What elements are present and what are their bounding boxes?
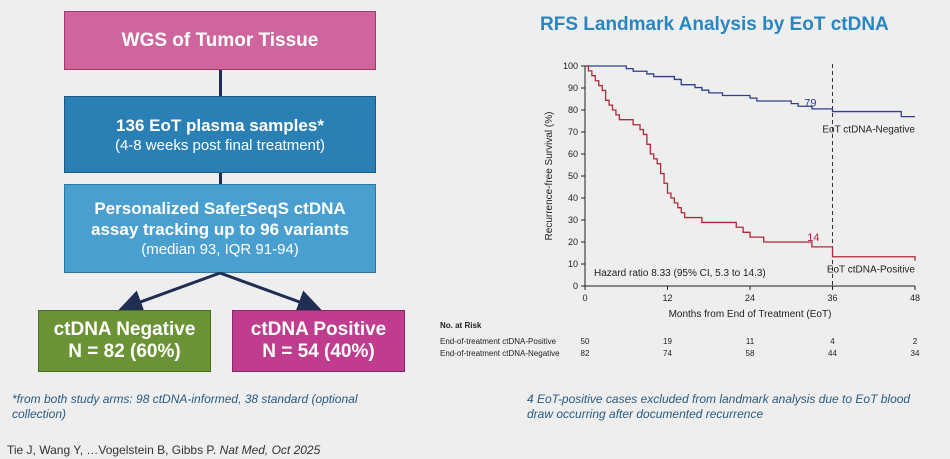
ctdna-positive-box: ctDNA Positive N = 54 (40%) [232, 310, 405, 372]
x-tick-label: 12 [662, 293, 672, 303]
x-tick-label: 0 [582, 293, 587, 303]
at-risk-value: 11 [746, 337, 755, 346]
series-name-negative: EoT ctDNA-Negative [822, 125, 915, 136]
ctdna-negative-count: N = 82 (60%) [68, 341, 181, 362]
y-tick-label: 0 [573, 281, 578, 291]
connector-line-top [219, 70, 222, 96]
plasma-samples-subtitle: (4-8 weeks post final treatment) [114, 136, 326, 154]
positive-landmark-value: 14 [807, 232, 819, 244]
assay-subtitle: (median 93, IQR 91-94) [141, 241, 299, 258]
y-tick-label: 70 [568, 127, 578, 137]
footnote-left: *from both study arms: 98 ctDNA-informed… [12, 392, 358, 421]
x-tick-label: 24 [745, 293, 755, 303]
y-axis-label: Recurrence-free Survival (%) [544, 112, 555, 241]
at-risk-value: 19 [663, 337, 672, 346]
y-tick-label: 90 [568, 83, 578, 93]
at-risk-header: No. at Risk [440, 321, 482, 330]
split-arrows [118, 272, 322, 314]
series-name-positive: EoT ctDNA-Positive [827, 265, 916, 276]
connector-line-mid [219, 173, 222, 184]
x-axis-label: Months from End of Treatment (EoT) [669, 309, 832, 320]
wgs-label: WGS of Tumor Tissue [121, 29, 319, 51]
y-tick-label: 80 [568, 105, 578, 115]
at-risk-value: 82 [581, 349, 590, 358]
at-risk-value: 74 [663, 349, 672, 358]
y-tick-label: 100 [563, 61, 578, 71]
at-risk-value: 58 [746, 349, 755, 358]
y-tick-label: 10 [568, 259, 578, 269]
at-risk-value: 44 [828, 349, 837, 358]
assay-box: Personalized SaferSeqS ctDNA assay track… [64, 184, 376, 273]
at-risk-value: 2 [913, 337, 918, 346]
y-tick-label: 60 [568, 149, 578, 159]
arrow-to-negative [118, 272, 221, 314]
y-tick-label: 50 [568, 171, 578, 181]
ctdna-negative-box: ctDNA Negative N = 82 (60%) [38, 310, 211, 372]
ctdna-negative-title: ctDNA Negative [53, 319, 196, 340]
assay-title-line1: Personalized SaferSeqS ctDNA [94, 199, 346, 218]
footnote-right: 4 EoT-positive cases excluded from landm… [527, 392, 911, 421]
plasma-samples-box: 136 EoT plasma samples* (4-8 weeks post … [64, 96, 376, 173]
assay-title-line2: assay tracking up to 96 variants [91, 220, 349, 239]
arrow-to-positive [219, 272, 322, 314]
hazard-ratio-annotation: Hazard ratio 8.33 (95% CI, 5.3 to 14.3) [594, 268, 766, 279]
at-risk-row-label: End-of-treatment ctDNA-Positive [440, 337, 557, 346]
plasma-samples-title: 136 EoT plasma samples* [116, 115, 324, 135]
at-risk-value: 34 [911, 349, 920, 358]
series-line-negative [585, 65, 915, 118]
series-line-positive [585, 65, 916, 261]
at-risk-row-label: End-of-treatment ctDNA-Negative [440, 349, 560, 358]
citation: Tie J, Wang Y, …Vogelstein B, Gibbs P. N… [7, 443, 321, 457]
ctdna-positive-count: N = 54 (40%) [262, 341, 375, 362]
at-risk-value: 4 [830, 337, 835, 346]
x-tick-label: 48 [910, 293, 920, 303]
x-tick-label: 36 [827, 293, 837, 303]
wgs-box: WGS of Tumor Tissue [64, 11, 376, 70]
y-tick-label: 40 [568, 193, 578, 203]
at-risk-value: 50 [581, 337, 590, 346]
negative-landmark-value: 79 [804, 98, 816, 110]
y-tick-label: 30 [568, 215, 578, 225]
y-tick-label: 20 [568, 237, 578, 247]
ctdna-positive-title: ctDNA Positive [250, 319, 387, 340]
chart-title: RFS Landmark Analysis by EoT ctDNA [540, 14, 889, 35]
